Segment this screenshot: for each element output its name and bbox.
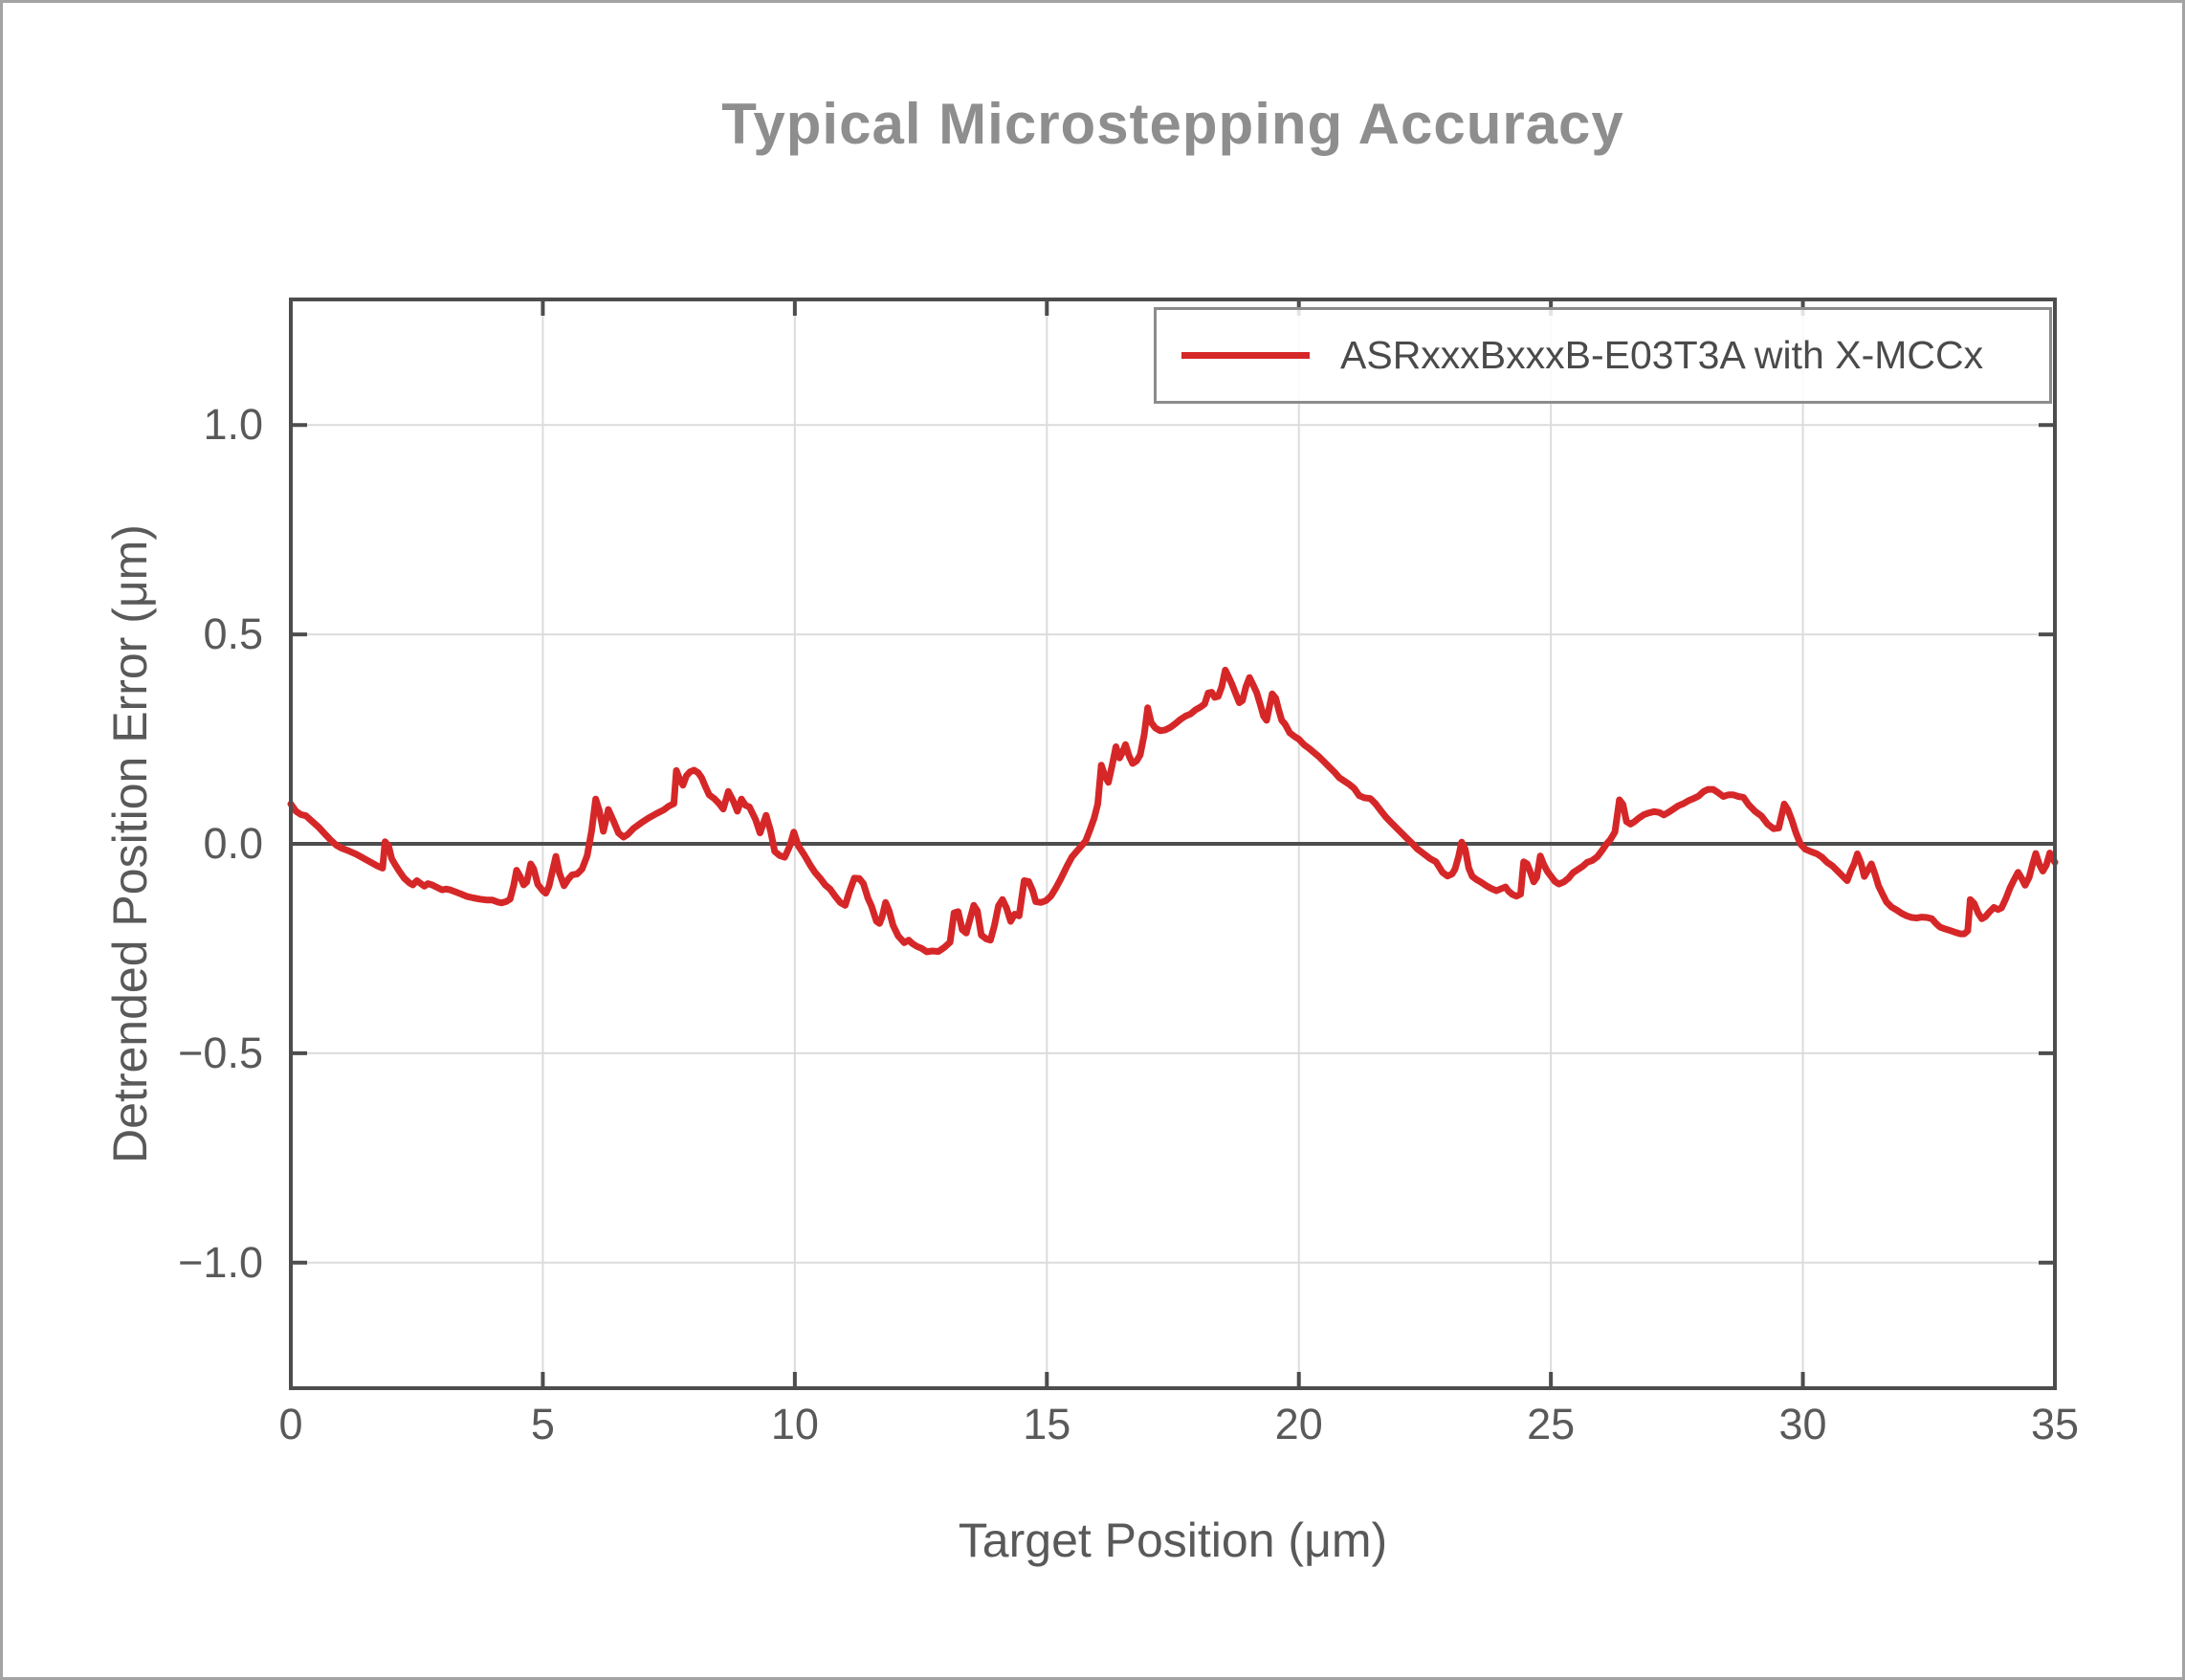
x-tick-label: 20 [1274, 1400, 1323, 1448]
legend-line-swatch [1181, 352, 1310, 359]
y-tick-label: −1.0 [178, 1237, 263, 1287]
plot-area [287, 298, 2059, 1390]
x-tick-label: 25 [1527, 1400, 1576, 1448]
x-tick-label: 0 [278, 1400, 303, 1448]
y-tick-label: −0.5 [178, 1028, 263, 1077]
y-tick-label: 0.0 [203, 819, 263, 868]
accuracy-curve [287, 666, 2059, 956]
chart-title: Typical Microstepping Accuracy [721, 92, 1624, 156]
x-tick-label: 30 [1778, 1400, 1827, 1448]
x-axis-title: Target Position (μm) [958, 1514, 1388, 1567]
y-tick-label: 0.5 [203, 609, 263, 659]
x-tick-label: 15 [1023, 1400, 1071, 1448]
y-tick-label: 1.0 [203, 400, 263, 450]
y-axis-title: Detrended Position Error (μm) [103, 524, 157, 1163]
x-tick-label: 10 [770, 1400, 819, 1448]
legend-entry-label: ASRxxxBxxxB-E03T3A with X-MCCx [1340, 333, 1984, 377]
legend: ASRxxxBxxxB-E03T3A with X-MCCx [1154, 307, 2052, 404]
x-tick-label: 35 [2030, 1400, 2080, 1448]
x-tick-label: 5 [530, 1400, 555, 1448]
axis-tick-marks [289, 299, 2057, 1388]
